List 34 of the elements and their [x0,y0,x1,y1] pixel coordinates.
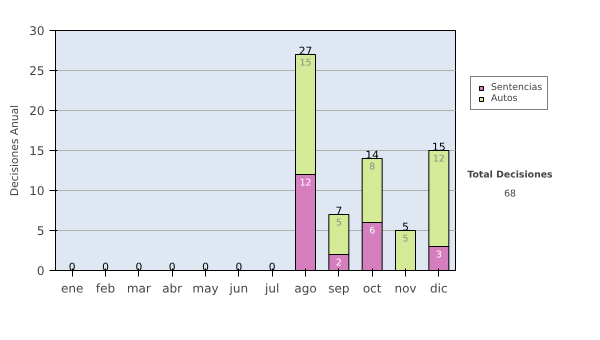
legend-label: Autos [491,93,518,104]
data-label: 6 [369,226,376,236]
y-axis-title: Decisiones Anual [8,104,22,196]
x-tick-label: dic [430,282,448,296]
y-tick-label: 20 [29,104,45,118]
data-label: 12 [432,154,445,164]
x-tick-label: jun [228,282,248,296]
data-label: 2 [336,258,342,268]
data-label: 5 [402,234,409,244]
x-tick-label: oct [362,282,382,296]
x-tick-label: ago [294,282,317,296]
y-tick-label: 5 [36,224,45,238]
y-tick-label: 25 [29,64,45,78]
data-label: 5 [336,218,342,228]
x-tick-label: nov [394,282,417,296]
x-tick-label: may [192,282,219,296]
data-label: 12 [300,178,312,188]
data-label: 15 [300,58,312,68]
total-label: 7 [335,204,342,218]
y-tick-label: 0 [36,264,45,278]
x-tick-label: feb [96,282,116,296]
x-tick-label: ene [60,282,84,296]
text: Total Decisiones [467,170,554,180]
y-tick-label: 15 [29,144,45,158]
data-label: 8 [369,162,376,172]
x-tick-label: mar [126,282,151,296]
x-tick-label: abr [162,282,182,296]
legend-label: Sentencias [491,82,542,93]
text: 68 [504,188,516,200]
y-tick-label: 30 [29,24,45,38]
x-tick-label: jul [264,282,280,296]
data-label: 3 [436,250,442,260]
x-tick-label: sep [328,282,350,296]
y-tick-label: 10 [29,184,45,198]
